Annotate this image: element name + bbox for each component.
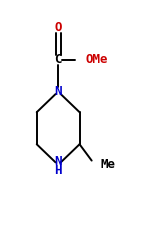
Text: O: O [54, 21, 62, 34]
Text: H: H [54, 164, 62, 177]
Text: OMe: OMe [86, 53, 108, 66]
Text: C: C [54, 53, 62, 66]
Text: N: N [54, 155, 62, 168]
Text: N: N [54, 85, 62, 98]
Text: Me: Me [101, 158, 116, 171]
